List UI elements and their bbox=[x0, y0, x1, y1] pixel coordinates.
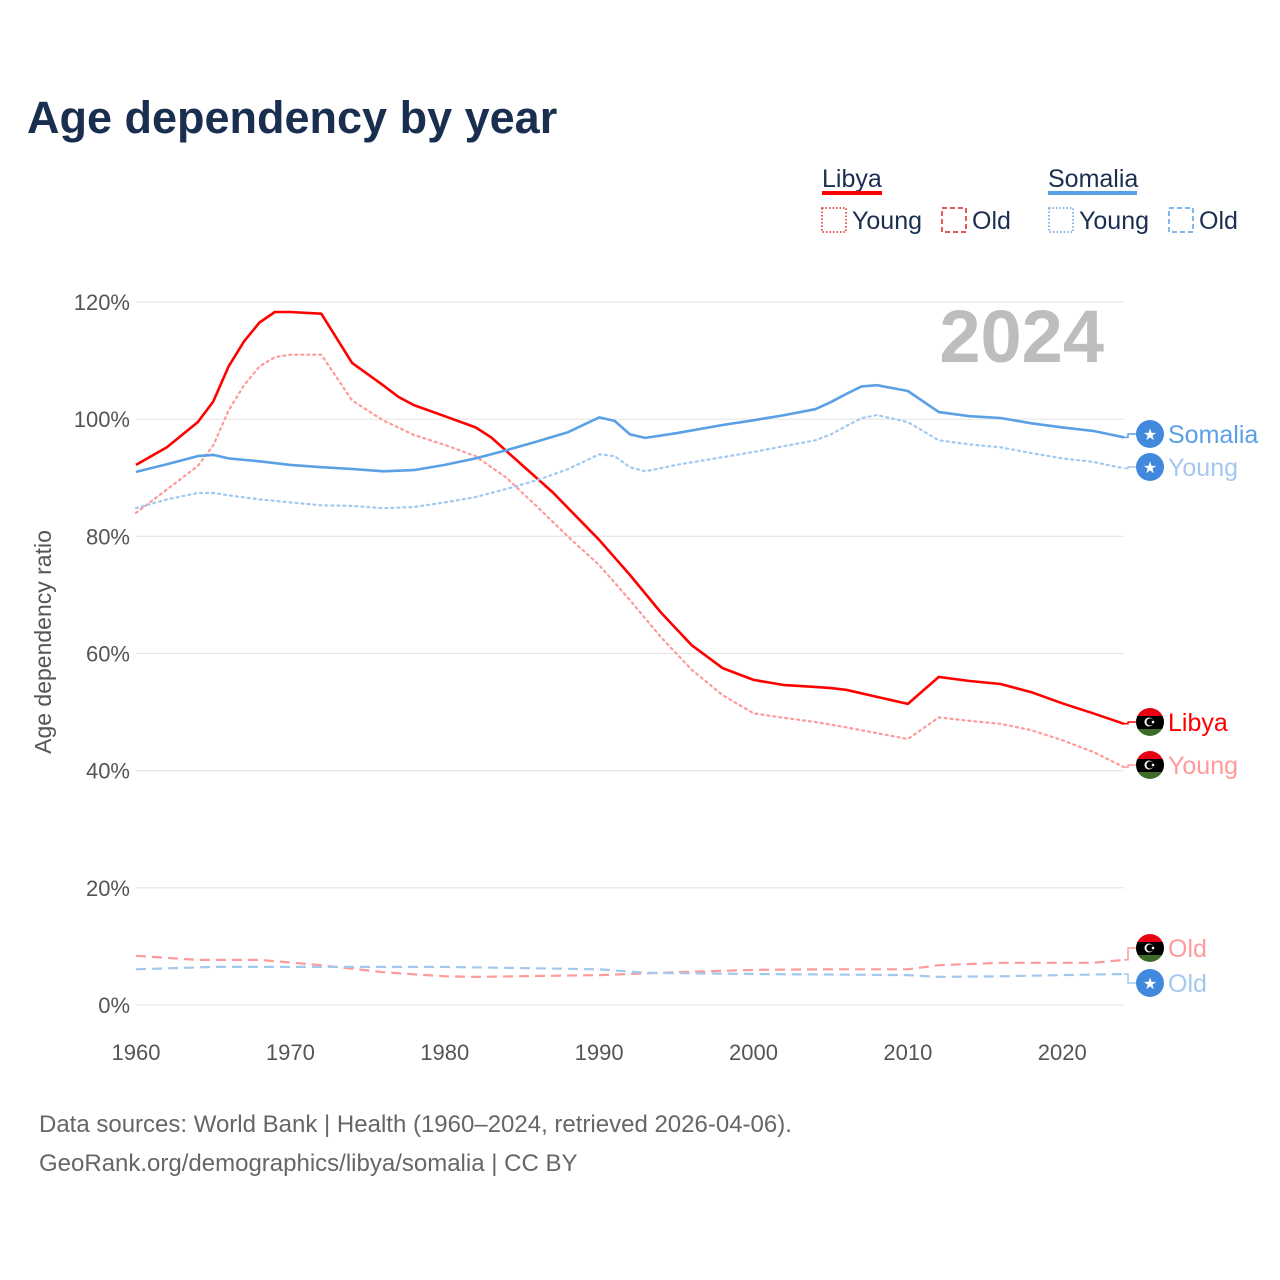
x-tick-label: 1970 bbox=[266, 1040, 315, 1065]
series-lines bbox=[134, 310, 1126, 978]
series-line-somalia-young bbox=[134, 414, 1126, 510]
x-tick-label: 2010 bbox=[883, 1040, 932, 1065]
legend-somalia-young-label: Young bbox=[1079, 207, 1149, 235]
y-axis-title: Age dependency ratio bbox=[30, 530, 56, 754]
libya-flag-icon bbox=[1136, 751, 1164, 779]
legend-libya-old-label: Old bbox=[972, 207, 1011, 235]
label-connector bbox=[1124, 764, 1136, 768]
legend: Libya Young Old Somalia Young Old bbox=[821, 165, 1238, 235]
end-label: Old bbox=[1168, 970, 1207, 998]
series-line-libya-young bbox=[134, 353, 1126, 769]
svg-text:★: ★ bbox=[1143, 460, 1157, 477]
legend-somalia-old-swatch bbox=[1168, 207, 1194, 233]
x-tick-label: 1980 bbox=[420, 1040, 469, 1065]
somalia-flag-icon: ★ bbox=[1136, 453, 1164, 481]
somalia-flag-icon: ★ bbox=[1136, 969, 1164, 997]
legend-libya-young-label: Young bbox=[852, 207, 922, 235]
y-tick-label: 120% bbox=[74, 290, 130, 315]
legend-libya-old-swatch bbox=[941, 207, 967, 233]
svg-text:★: ★ bbox=[1143, 976, 1157, 993]
end-label: Libya bbox=[1168, 709, 1228, 737]
footer-link[interactable]: GeoRank.org/demographics/libya/somalia |… bbox=[39, 1150, 577, 1177]
x-tick-label: 1990 bbox=[575, 1040, 624, 1065]
label-connector bbox=[1124, 721, 1136, 725]
y-axis: 0% 20% 40% 60% 80% 100% 120% bbox=[74, 290, 130, 1018]
chart-title: Age dependency by year bbox=[27, 92, 557, 143]
label-connector bbox=[1124, 433, 1136, 439]
legend-libya-young-swatch bbox=[821, 207, 847, 233]
x-axis: 1960 1970 1980 1990 2000 2010 2020 bbox=[112, 1040, 1087, 1065]
y-tick-label: 0% bbox=[98, 993, 130, 1018]
legend-somalia-label: Somalia bbox=[1048, 165, 1138, 193]
grid bbox=[136, 301, 1124, 1006]
legend-somalia-young-swatch bbox=[1048, 207, 1074, 233]
legend-somalia-old-label: Old bbox=[1199, 207, 1238, 235]
label-connector bbox=[1124, 973, 1136, 984]
y-tick-label: 60% bbox=[86, 642, 130, 667]
x-tick-label: 1960 bbox=[112, 1040, 161, 1065]
legend-libya-label: Libya bbox=[822, 165, 882, 193]
label-connector bbox=[1124, 466, 1136, 470]
end-label: Somalia bbox=[1168, 421, 1258, 449]
y-tick-label: 100% bbox=[74, 407, 130, 432]
footer-sources: Data sources: World Bank | Health (1960–… bbox=[39, 1111, 792, 1138]
label-connector bbox=[1124, 947, 1136, 961]
y-tick-label: 40% bbox=[86, 759, 130, 784]
libya-flag-icon bbox=[1136, 708, 1164, 736]
svg-text:★: ★ bbox=[1143, 427, 1157, 444]
end-label: Young bbox=[1168, 752, 1238, 780]
x-tick-label: 2020 bbox=[1038, 1040, 1087, 1065]
series-line-somalia-old bbox=[135, 965, 1125, 978]
series-line-libya bbox=[135, 310, 1125, 726]
series-line-somalia bbox=[135, 383, 1125, 474]
y-tick-label: 80% bbox=[86, 524, 130, 549]
y-tick-label: 20% bbox=[86, 876, 130, 901]
libya-flag-icon bbox=[1136, 934, 1164, 962]
somalia-flag-icon: ★ bbox=[1136, 420, 1164, 448]
end-label: Old bbox=[1168, 935, 1207, 963]
year-watermark: 2024 bbox=[939, 295, 1104, 378]
end-labels: Libya Young Old ★ Somalia ★ Young ★ Old bbox=[1124, 420, 1258, 998]
x-tick-label: 2000 bbox=[729, 1040, 778, 1065]
end-label: Young bbox=[1168, 454, 1238, 482]
series-line-libya-old bbox=[135, 954, 1125, 978]
